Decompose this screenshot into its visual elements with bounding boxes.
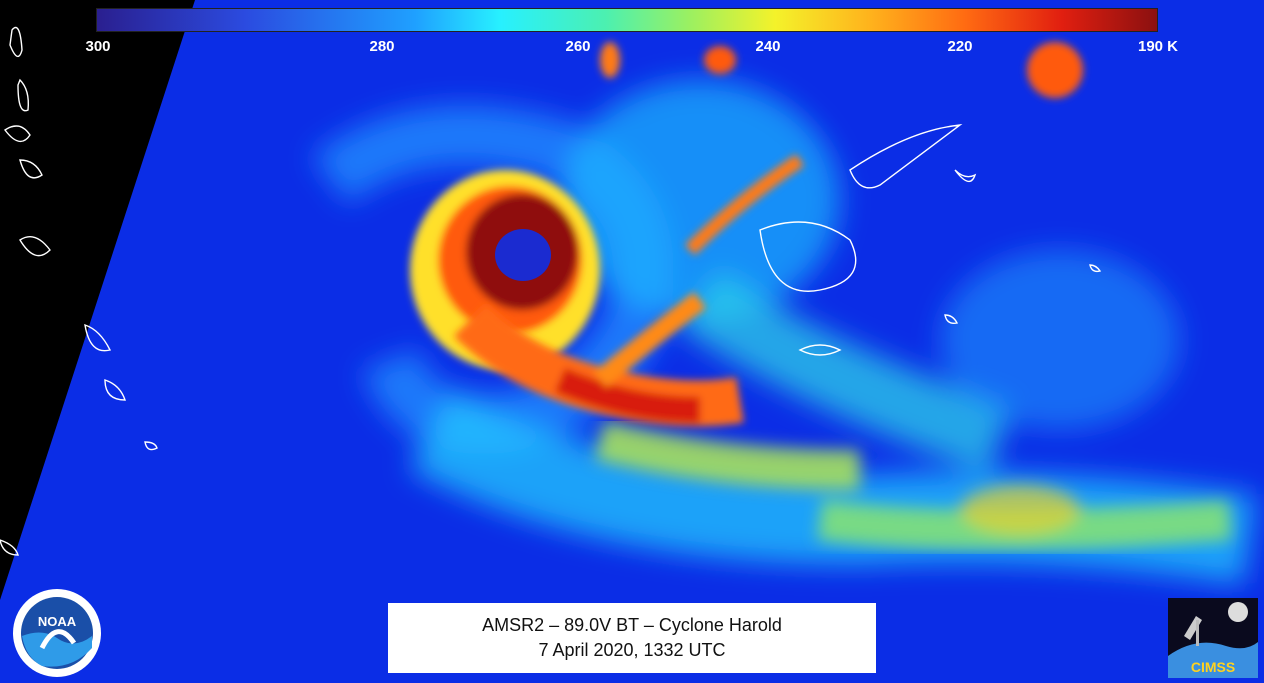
image-caption: AMSR2 – 89.0V BT – Cyclone Harold 7 Apri… — [388, 603, 876, 673]
cimss-logo-text: CIMSS — [1191, 659, 1235, 675]
noaa-logo-text: NOAA — [38, 614, 77, 629]
convective-band — [453, 42, 1083, 427]
colorbar-tick-220: 220 — [947, 38, 973, 55]
colorbar-tick-260: 260 — [565, 38, 591, 55]
colorbar-tick-190: 190 K — [1137, 38, 1179, 55]
noaa-logo-icon: NOAA — [13, 589, 101, 677]
colorbar-tick-300: 300 — [85, 38, 111, 55]
temperature-colorbar — [96, 8, 1158, 32]
no-data-region — [0, 0, 195, 600]
southeast-rainband — [595, 420, 1232, 550]
colorbar-tick-280: 280 — [369, 38, 395, 55]
caption-title: AMSR2 – 89.0V BT – Cyclone Harold — [482, 615, 782, 635]
caption-date: 7 April 2020, 1332 UTC — [538, 640, 726, 660]
cimss-logo-icon: CIMSS — [1168, 598, 1258, 678]
eye — [495, 229, 551, 281]
coastline-outlines — [0, 26, 1102, 556]
colorbar-tick-240: 240 — [755, 38, 781, 55]
